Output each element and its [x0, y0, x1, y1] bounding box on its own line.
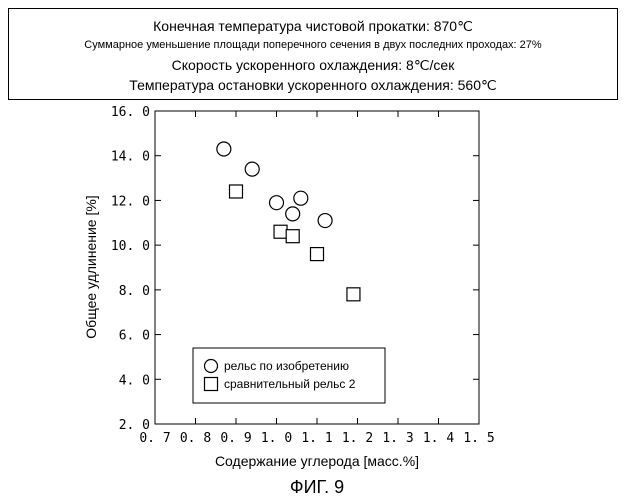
x-tick-label: 1. 4: [423, 431, 454, 446]
legend-marker-circle: [205, 360, 218, 373]
data-point-series-1: [286, 207, 300, 221]
data-point-series-2: [311, 248, 324, 261]
legend-box: [193, 348, 385, 403]
figure-caption: ФИГ. 9: [290, 477, 344, 497]
x-tick-label: 0. 9: [220, 431, 251, 446]
y-tick-label: 12. 0: [111, 194, 150, 209]
x-tick-label: 1. 3: [382, 431, 413, 446]
y-tick-label: 16. 0: [111, 105, 150, 120]
y-tick-label: 6. 0: [119, 329, 150, 344]
x-axis-label: Содержание углерода [масс.%]: [215, 453, 419, 469]
x-tick-label: 1. 0: [261, 431, 292, 446]
x-tick-label: 1. 1: [301, 431, 332, 446]
y-axis-label: Общее удлинение [%]: [83, 195, 99, 338]
y-tick-label: 4. 0: [119, 373, 150, 388]
data-point-series-1: [270, 196, 284, 210]
legend-marker-square: [205, 378, 218, 391]
x-tick-label: 0. 7: [139, 431, 170, 446]
data-point-series-1: [318, 214, 332, 228]
y-tick-label: 10. 0: [111, 239, 150, 254]
x-tick-label: 1. 5: [463, 431, 494, 446]
legend: рельс по изобретению сравнительный рельс…: [193, 348, 385, 403]
data-point-series-2: [347, 288, 360, 301]
data-points: [217, 142, 360, 301]
legend-label-series-1: рельс по изобретению: [224, 359, 349, 373]
data-point-series-2: [286, 230, 299, 243]
data-point-series-1: [294, 191, 308, 205]
y-tick-label: 14. 0: [111, 150, 150, 165]
y-tick-label: 2. 0: [119, 418, 150, 433]
legend-label-series-2: сравнительный рельс 2: [224, 377, 356, 391]
x-tick-label: 1. 2: [342, 431, 373, 446]
data-point-series-1: [217, 142, 231, 156]
x-tick-label: 0. 8: [180, 431, 211, 446]
data-point-series-2: [274, 225, 287, 238]
data-point-series-2: [230, 185, 243, 198]
data-point-series-1: [245, 162, 259, 176]
y-tick-label: 8. 0: [119, 284, 150, 299]
